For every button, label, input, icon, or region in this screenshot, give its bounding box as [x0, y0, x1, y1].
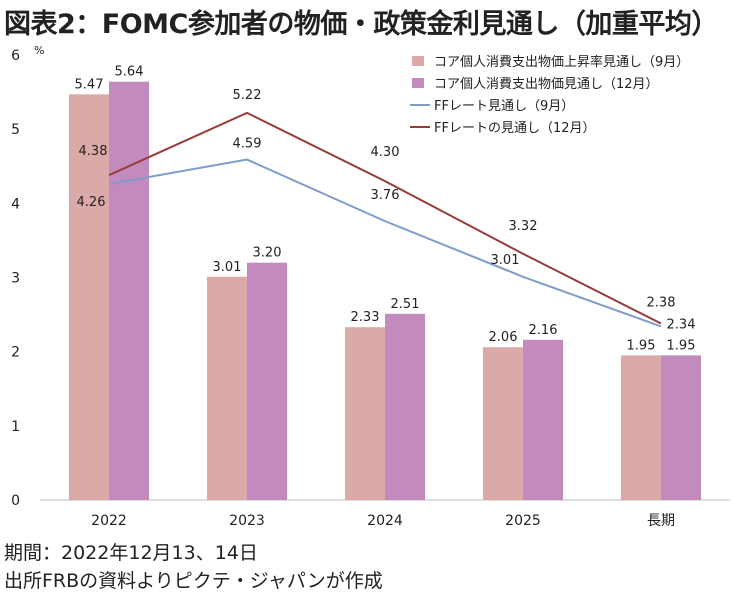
bar [247, 262, 287, 500]
bar [345, 327, 385, 500]
legend-entry: FFレート見通し（9月） [434, 99, 574, 114]
y-tick-label: 3 [11, 271, 20, 287]
x-tick-label: 2024 [367, 513, 403, 529]
bar-data-label: 3.01 [213, 260, 242, 275]
x-tick-label: 2023 [229, 513, 265, 529]
legend-swatch [412, 56, 424, 66]
x-tick-label: 2022 [91, 513, 127, 529]
line-data-label: 4.59 [233, 137, 262, 152]
line-data-label: 4.38 [79, 144, 108, 159]
bar [483, 347, 523, 500]
y-tick-label: 4 [11, 196, 20, 212]
legend-entry: コア個人消費支出物価見通し（12月） [434, 77, 659, 92]
chart-title: 図表2：FOMC参加者の物価・政策金利見通し（加重平均） [4, 9, 718, 40]
y-axis-unit: % [34, 44, 45, 57]
line-data-label: 3.76 [371, 188, 400, 203]
bar [523, 339, 563, 500]
bar [385, 313, 425, 500]
line-data-label: 2.38 [647, 295, 676, 310]
bar [661, 355, 701, 500]
line-data-label: 2.34 [667, 317, 696, 332]
bar-data-label: 1.95 [627, 338, 656, 353]
bar-data-label: 2.51 [391, 297, 420, 312]
bar-data-label: 5.47 [75, 77, 104, 92]
line-data-label: 4.26 [77, 195, 106, 210]
series-line [108, 158, 662, 328]
footnote-source: 出所FRBの資料よりピクテ・ジャパンが作成 [4, 570, 383, 592]
series-line [108, 111, 662, 325]
bar-data-label: 3.20 [253, 246, 282, 261]
bar [69, 94, 109, 500]
bar-data-label: 1.95 [667, 338, 696, 353]
line-data-label: 3.01 [491, 253, 520, 268]
bar-data-label: 2.33 [351, 310, 380, 325]
legend-entry: コア個人消費支出物価上昇率見通し（9月） [434, 54, 689, 70]
line-data-label: 4.30 [371, 145, 400, 160]
x-tick-label: 長期 [647, 513, 675, 529]
y-tick-label: 0 [11, 493, 20, 509]
line-data-label: 3.32 [509, 219, 538, 234]
bar-data-label: 2.16 [529, 323, 558, 338]
legend-entry: FFレートの見通し（12月） [434, 121, 596, 136]
y-tick-label: 6 [11, 48, 20, 64]
bar [109, 81, 149, 500]
footnote-period: 期間：2022年12月13、14日 [4, 542, 258, 564]
y-tick-label: 5 [11, 122, 20, 138]
bar-data-label: 5.64 [115, 65, 144, 80]
y-tick-label: 1 [11, 419, 20, 435]
bar [621, 355, 661, 500]
legend-swatch [412, 78, 424, 88]
bar [207, 276, 247, 500]
line-data-label: 5.22 [233, 88, 262, 103]
x-tick-label: 2025 [505, 513, 541, 529]
bar-data-label: 2.06 [489, 330, 518, 345]
y-tick-label: 2 [11, 345, 20, 361]
